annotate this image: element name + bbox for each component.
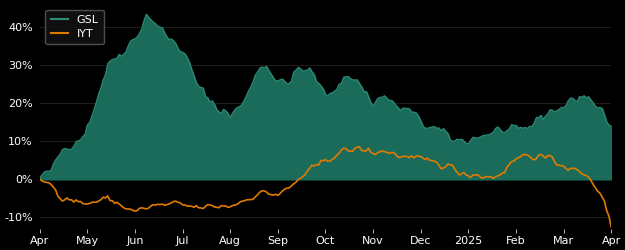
Legend: GSL, IYT: GSL, IYT — [45, 10, 104, 44]
